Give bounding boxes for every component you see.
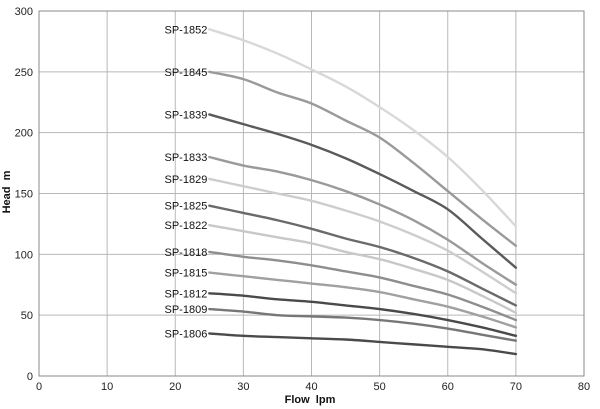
series-line-sp-1806 — [208, 332, 518, 356]
x-tick-label: 60 — [442, 381, 454, 393]
series-label-sp-1839: SP-1839 — [165, 109, 208, 121]
y-tick-label: 250 — [15, 67, 33, 79]
series-line-sp-1825 — [208, 204, 518, 307]
series-label-sp-1845: SP-1845 — [165, 67, 208, 79]
y-tick-label: 100 — [15, 249, 33, 261]
series-label-sp-1815: SP-1815 — [165, 268, 208, 280]
x-tick-label: 70 — [510, 381, 522, 393]
series-label-sp-1833: SP-1833 — [165, 152, 208, 164]
series-line-sp-1845 — [208, 70, 518, 248]
series-label-sp-1822: SP-1822 — [165, 220, 208, 232]
x-tick-label: 20 — [169, 381, 181, 393]
series-labels: SP-1852 SP-1845 SP-1839 SP-1833 SP-1829 SP-18… — [165, 24, 208, 340]
series-line-sp-1822 — [208, 223, 518, 314]
y-tick-label: 300 — [15, 6, 33, 18]
grid — [38, 10, 585, 377]
series-label-sp-1825: SP-1825 — [165, 201, 208, 213]
series-label-sp-1852: SP-1852 — [165, 24, 208, 36]
series-line-sp-1852 — [208, 28, 518, 228]
y-axis-title: Head m — [1, 170, 13, 213]
series-line-sp-1818 — [208, 250, 518, 322]
x-tick-label: 50 — [374, 381, 386, 393]
series-line-sp-1812 — [208, 292, 518, 338]
x-tick-label: 0 — [36, 381, 42, 393]
series-label-sp-1809: SP-1809 — [165, 304, 208, 316]
axes: 0 10 20 30 40 50 60 70 80 0 50 100 150 200 250 300 — [15, 6, 590, 393]
x-tick-label: 30 — [237, 381, 249, 393]
y-tick-label: 150 — [15, 189, 33, 201]
series-label-sp-1806: SP-1806 — [165, 328, 208, 340]
x-tick-label: 80 — [578, 381, 590, 393]
x-axis-title: Flow lpm — [285, 394, 336, 406]
y-tick-label: 50 — [21, 310, 33, 322]
series-label-sp-1829: SP-1829 — [165, 174, 208, 186]
x-tick-label: 40 — [305, 381, 317, 393]
series-lines — [208, 28, 518, 356]
x-tick-label: 10 — [101, 381, 113, 393]
plot-border — [38, 10, 585, 377]
series-line-sp-1839 — [208, 113, 518, 269]
series-line-sp-1815 — [208, 271, 518, 329]
y-tick-label: 0 — [27, 371, 33, 383]
y-tick-label: 200 — [15, 128, 33, 140]
series-label-sp-1818: SP-1818 — [165, 247, 208, 259]
series-line-sp-1809 — [208, 307, 518, 342]
series-line-sp-1829 — [208, 177, 518, 295]
series-line-sp-1833 — [208, 155, 518, 286]
series-label-sp-1812: SP-1812 — [165, 288, 208, 300]
